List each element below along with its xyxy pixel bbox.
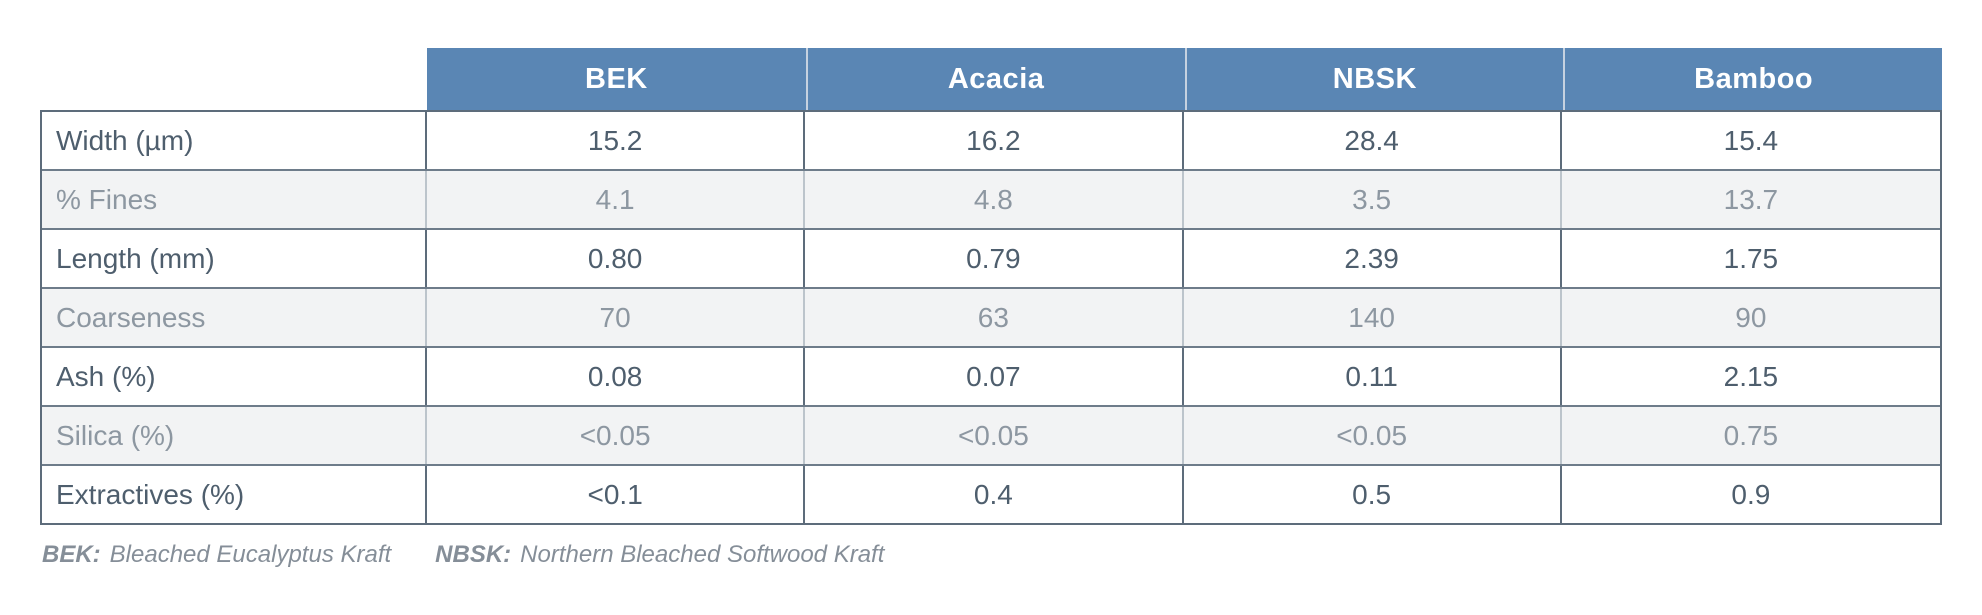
cell-value: 70: [427, 289, 806, 346]
row-label: Coarseness: [42, 289, 427, 346]
column-header-acacia: Acacia: [805, 48, 1185, 110]
cell-value: 1.75: [1561, 230, 1940, 287]
column-header-nbsk: NBSK: [1184, 48, 1564, 110]
table-row: Extractives (%) <0.1 0.4 0.5 0.9: [42, 464, 1940, 523]
row-label: Silica (%): [42, 407, 427, 464]
cell-value: 0.4: [805, 466, 1184, 523]
cell-value: <0.05: [427, 407, 806, 464]
table-row: Width (µm) 15.2 16.2 28.4 15.4: [42, 112, 1940, 169]
cell-value: <0.05: [1183, 407, 1562, 464]
comparison-table: BEK Acacia NBSK Bamboo Width (µm) 15.2 1…: [40, 48, 1942, 525]
cell-value: 0.9: [1561, 466, 1940, 523]
table-row: Ash (%) 0.08 0.07 0.11 2.15: [42, 346, 1940, 405]
cell-value: 15.2: [427, 112, 806, 169]
cell-value: 0.11: [1183, 348, 1562, 405]
footnote-term-bek: BEK:: [42, 541, 101, 568]
table-row: Length (mm) 0.80 0.79 2.39 1.75: [42, 228, 1940, 287]
row-label: Width (µm): [42, 112, 427, 169]
cell-value: 28.4: [1183, 112, 1562, 169]
cell-value: <0.05: [805, 407, 1184, 464]
cell-value: 13.7: [1561, 171, 1940, 228]
cell-value: 16.2: [805, 112, 1184, 169]
fiber-properties-figure: BEK Acacia NBSK Bamboo Width (µm) 15.2 1…: [40, 48, 1942, 569]
column-header-bek: BEK: [427, 48, 806, 110]
row-label: % Fines: [42, 171, 427, 228]
cell-value: 140: [1183, 289, 1562, 346]
footnotes: BEK: Bleached Eucalyptus Kraft NBSK: North…: [42, 541, 1942, 569]
table-row: % Fines 4.1 4.8 3.5 13.7: [42, 169, 1940, 228]
cell-value: 15.4: [1561, 112, 1940, 169]
cell-value: 2.15: [1561, 348, 1940, 405]
row-label: Extractives (%): [42, 466, 427, 523]
cell-value: 4.1: [427, 171, 806, 228]
table-body: Width (µm) 15.2 16.2 28.4 15.4 % Fines 4…: [40, 110, 1942, 525]
footnote-bek: BEK: Bleached Eucalyptus Kraft: [42, 541, 391, 569]
cell-value: 90: [1561, 289, 1940, 346]
cell-value: 0.75: [1561, 407, 1940, 464]
cell-value: 3.5: [1183, 171, 1562, 228]
table-row: Coarseness 70 63 140 90: [42, 287, 1940, 346]
cell-value: 2.39: [1183, 230, 1562, 287]
header-corner-spacer: [40, 48, 427, 110]
cell-value: 0.5: [1183, 466, 1562, 523]
column-header-bamboo: Bamboo: [1563, 48, 1942, 110]
footnote-definition-nbsk: Northern Bleached Softwood Kraft: [520, 541, 885, 568]
cell-value: 4.8: [805, 171, 1184, 228]
row-label: Ash (%): [42, 348, 427, 405]
cell-value: <0.1: [427, 466, 806, 523]
footnote-term-nbsk: NBSK:: [435, 541, 512, 568]
cell-value: 0.07: [805, 348, 1184, 405]
cell-value: 63: [805, 289, 1184, 346]
cell-value: 0.79: [805, 230, 1184, 287]
row-label: Length (mm): [42, 230, 427, 287]
header-row: BEK Acacia NBSK Bamboo: [40, 48, 1942, 110]
cell-value: 0.08: [427, 348, 806, 405]
footnote-definition-bek: Bleached Eucalyptus Kraft: [109, 541, 392, 568]
table-row: Silica (%) <0.05 <0.05 <0.05 0.75: [42, 405, 1940, 464]
footnote-nbsk: NBSK: Northern Bleached Softwood Kraft: [435, 541, 884, 569]
cell-value: 0.80: [427, 230, 806, 287]
